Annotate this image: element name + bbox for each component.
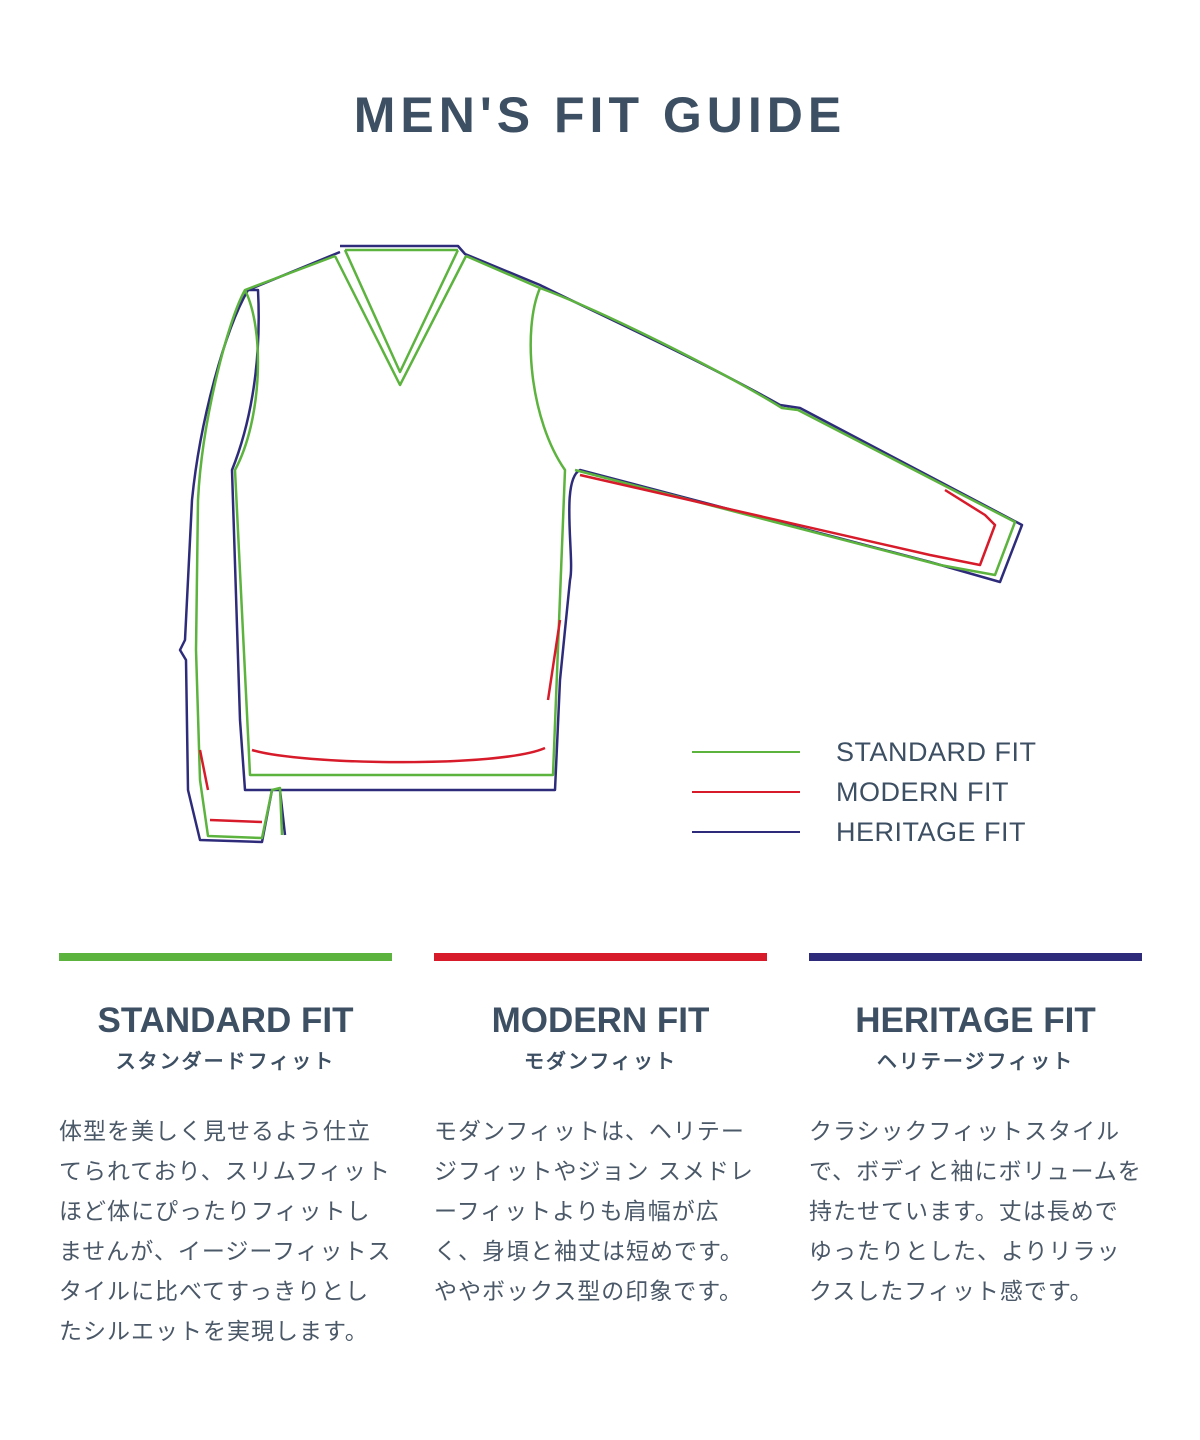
fit-column-standard: STANDARD FIT スタンダードフィット 体型を美しく見せるよう仕立てられ… <box>59 953 392 1352</box>
fit-column-modern: MODERN FIT モダンフィット モダンフィットは、ヘリテージフィットやジョ… <box>434 953 767 1312</box>
fit-title: MODERN FIT <box>491 1001 710 1040</box>
legend-item-standard: STANDARD FIT <box>692 732 1037 772</box>
fit-column-heritage: HERITAGE FIT ヘリテージフィット クラシックフィットスタイルで、ボデ… <box>809 953 1142 1312</box>
legend: STANDARD FIT MODERN FIT HERITAGE FIT <box>692 732 1037 852</box>
fit-subtitle: ヘリテージフィット <box>876 1049 1075 1073</box>
color-bar-heritage <box>809 953 1142 961</box>
sweater-outline-illustration <box>178 244 1024 844</box>
legend-label: STANDARD FIT <box>836 736 1037 767</box>
page-title: MEN'S FIT GUIDE <box>353 87 847 143</box>
legend-swatch-modern <box>692 791 800 793</box>
legend-swatch-standard <box>692 751 800 753</box>
fit-title: HERITAGE FIT <box>855 1001 1096 1040</box>
legend-item-heritage: HERITAGE FIT <box>692 812 1037 852</box>
fit-title: STANDARD FIT <box>97 1001 354 1040</box>
legend-label: HERITAGE FIT <box>836 816 1027 847</box>
fit-subtitle: スタンダードフィット <box>115 1049 336 1073</box>
modern-fit-outline <box>198 473 997 824</box>
legend-item-modern: MODERN FIT <box>692 772 1037 812</box>
legend-label: MODERN FIT <box>836 776 1009 807</box>
fit-description: 体型を美しく見せるよう仕立てられており、スリムフィットほど体にぴったりフィットし… <box>59 1119 392 1345</box>
fit-subtitle: モダンフィット <box>524 1049 677 1073</box>
fit-description: クラシックフィットスタイルで、ボディと袖にボリュームを持たせています。丈は長めで… <box>809 1119 1142 1305</box>
color-bar-standard <box>59 953 392 961</box>
legend-swatch-heritage <box>692 831 800 833</box>
color-bar-modern <box>434 953 767 961</box>
fit-description: モダンフィットは、ヘリテージフィットやジョン スメドレーフィットよりも肩幅が広く… <box>434 1119 754 1305</box>
